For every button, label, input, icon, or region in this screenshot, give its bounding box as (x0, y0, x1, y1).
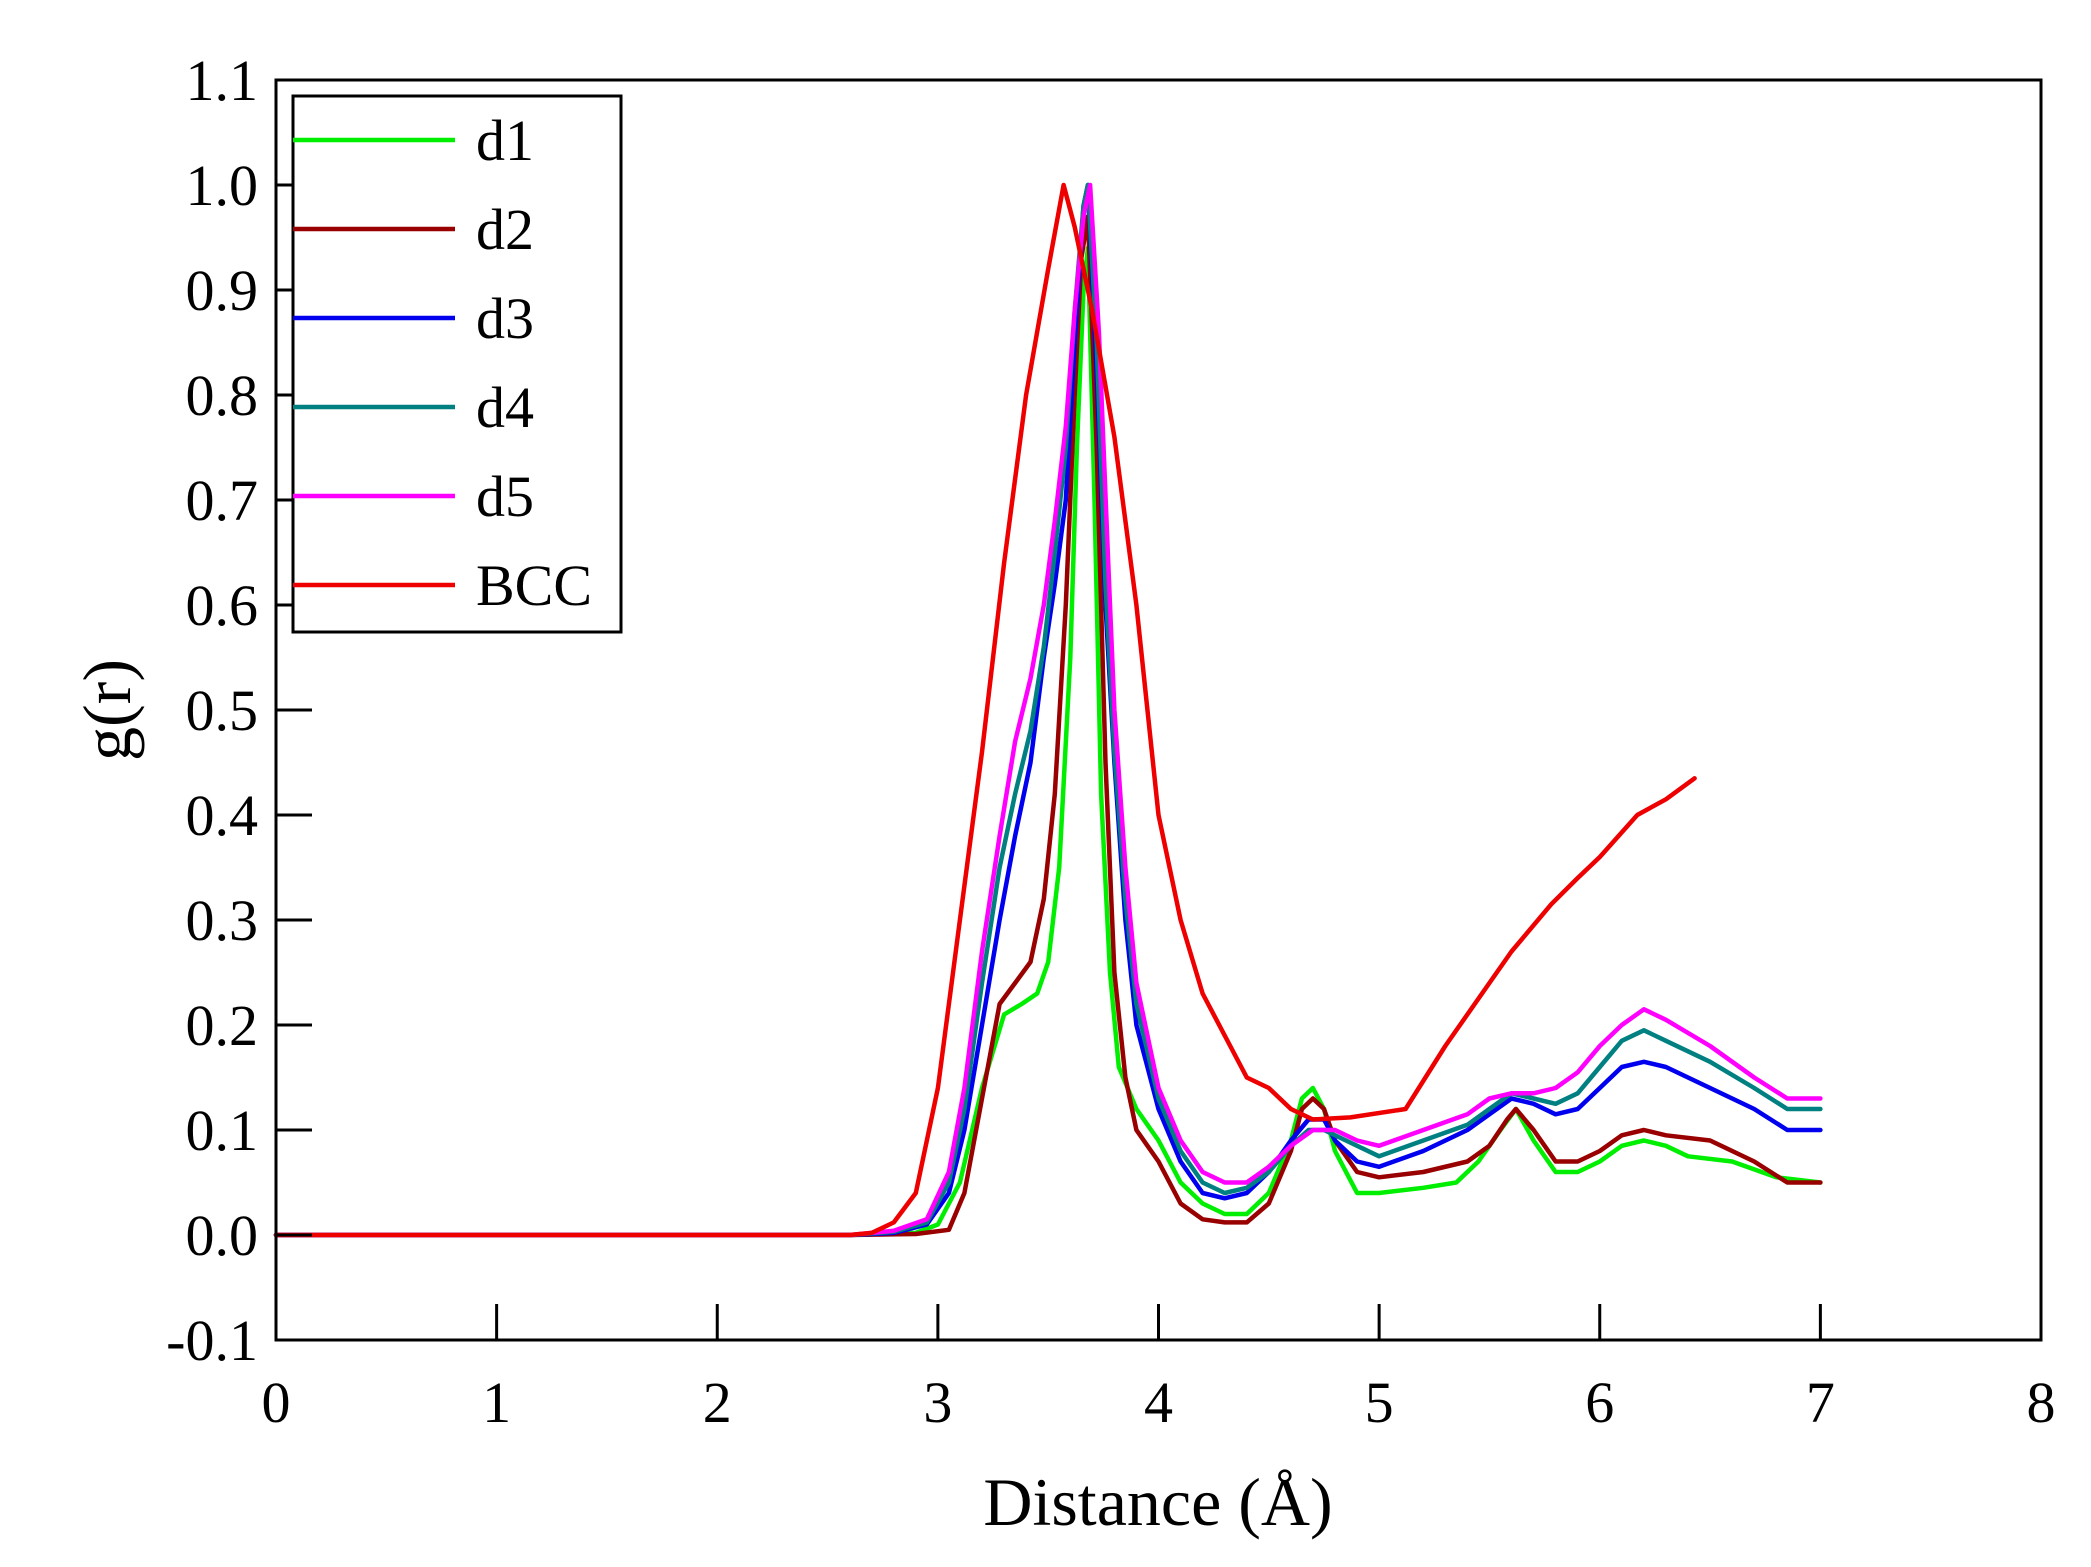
x-tick-label: 0 (262, 1370, 291, 1435)
y-tick-label: 0.8 (186, 363, 259, 428)
x-tick-label: 7 (1806, 1370, 1835, 1435)
series-line-d5 (273, 182, 1823, 1238)
y-tick-label: -0.1 (166, 1308, 258, 1373)
x-axis-title: Distance (Å) (983, 1464, 1332, 1540)
legend-label-bcc: BCC (476, 553, 592, 618)
y-tick-label: 0.5 (186, 678, 259, 743)
legend-label-d4: d4 (476, 375, 534, 440)
y-tick-label: 1.1 (186, 48, 259, 113)
y-tick-label: 0.7 (186, 468, 259, 533)
y-tick-label: 0.0 (186, 1203, 259, 1268)
legend-box (291, 94, 623, 634)
x-tick-label: 5 (1365, 1370, 1394, 1435)
legend-label-d3: d3 (476, 286, 534, 351)
series-line-d1 (273, 245, 1823, 1238)
x-tick-label: 4 (1144, 1370, 1173, 1435)
legend-label-d5: d5 (476, 464, 534, 529)
y-tick-label: 0.6 (186, 573, 259, 638)
y-tick-label: 0.2 (186, 993, 259, 1058)
x-tick-label: 2 (703, 1370, 732, 1435)
x-axis: 0 1 2 3 4 5 6 7 8 (262, 1304, 2056, 1435)
legend-label-d1: d1 (476, 108, 534, 173)
y-tick-label: 0.3 (186, 888, 259, 953)
y-tick-label: 0.4 (186, 783, 259, 848)
y-tick-label: 1.0 (186, 153, 259, 218)
y-axis: -0.1 0.0 0.1 0.2 0.3 0.4 0.5 0.6 0.7 0.8 0.9 1.0 1.1 (166, 48, 312, 1373)
legend-label-d2: d2 (476, 197, 534, 262)
y-axis-title: g(r) (69, 659, 145, 761)
series-line-d2 (273, 214, 1823, 1238)
x-tick-label: 6 (1585, 1370, 1614, 1435)
series-line-d4 (273, 182, 1823, 1238)
series-line-bcc (273, 182, 1697, 1238)
y-tick-label: 0.1 (186, 1098, 259, 1163)
x-tick-label: 1 (482, 1370, 511, 1435)
legend: d1 d2 d3 d4 d5 BCC (291, 94, 623, 634)
series-line-d3 (273, 182, 1823, 1238)
x-tick-label: 8 (2027, 1370, 2056, 1435)
x-tick-label: 3 (923, 1370, 952, 1435)
y-tick-label: 0.9 (186, 258, 259, 323)
series-layer (273, 182, 1823, 1238)
